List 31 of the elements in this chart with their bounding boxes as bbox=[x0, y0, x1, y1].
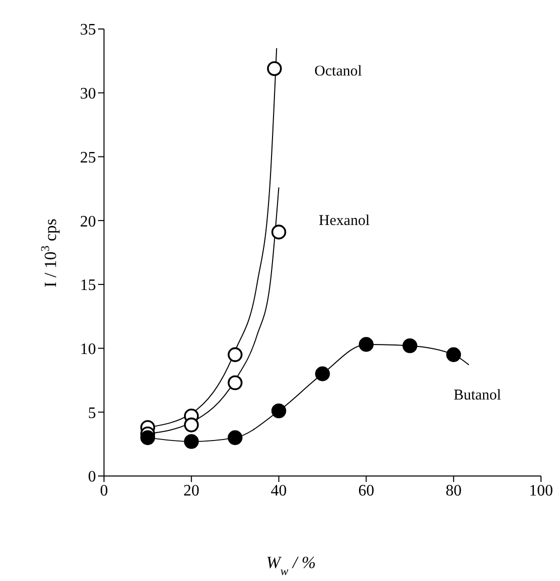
x-tick-label: 0 bbox=[100, 482, 108, 500]
point bbox=[446, 347, 461, 362]
x-axis-title: W$_{w}$ / % bbox=[266, 553, 316, 578]
x-tick-label: 60 bbox=[358, 482, 374, 500]
y-tick-label: 25 bbox=[80, 149, 96, 166]
point bbox=[271, 224, 286, 240]
x-tick-label: 100 bbox=[529, 482, 553, 500]
x-tick-label: 40 bbox=[270, 482, 287, 500]
y-tick-label: 35 bbox=[80, 22, 96, 39]
text: Hexanol bbox=[318, 213, 370, 230]
point bbox=[184, 418, 199, 432]
series-label: Butanol bbox=[454, 388, 502, 404]
y-tick-label: 15 bbox=[80, 277, 96, 294]
point bbox=[228, 347, 242, 362]
point bbox=[140, 430, 156, 446]
x-tick-label: 20 bbox=[183, 482, 200, 500]
point bbox=[358, 337, 374, 352]
point bbox=[184, 434, 199, 449]
point bbox=[271, 403, 286, 418]
point bbox=[228, 430, 242, 446]
point bbox=[315, 366, 330, 382]
y-tick-label: 20 bbox=[80, 213, 96, 230]
y-tick-label: 5 bbox=[88, 404, 96, 422]
point bbox=[267, 61, 282, 76]
point bbox=[402, 338, 418, 354]
y-tick-label: 10 bbox=[80, 340, 96, 358]
text: Octanol bbox=[314, 64, 362, 80]
x-tick-label: 80 bbox=[446, 482, 462, 500]
y-tick-label: 30 bbox=[80, 86, 96, 103]
point bbox=[228, 375, 242, 390]
y-tick-label: 0 bbox=[88, 468, 96, 486]
